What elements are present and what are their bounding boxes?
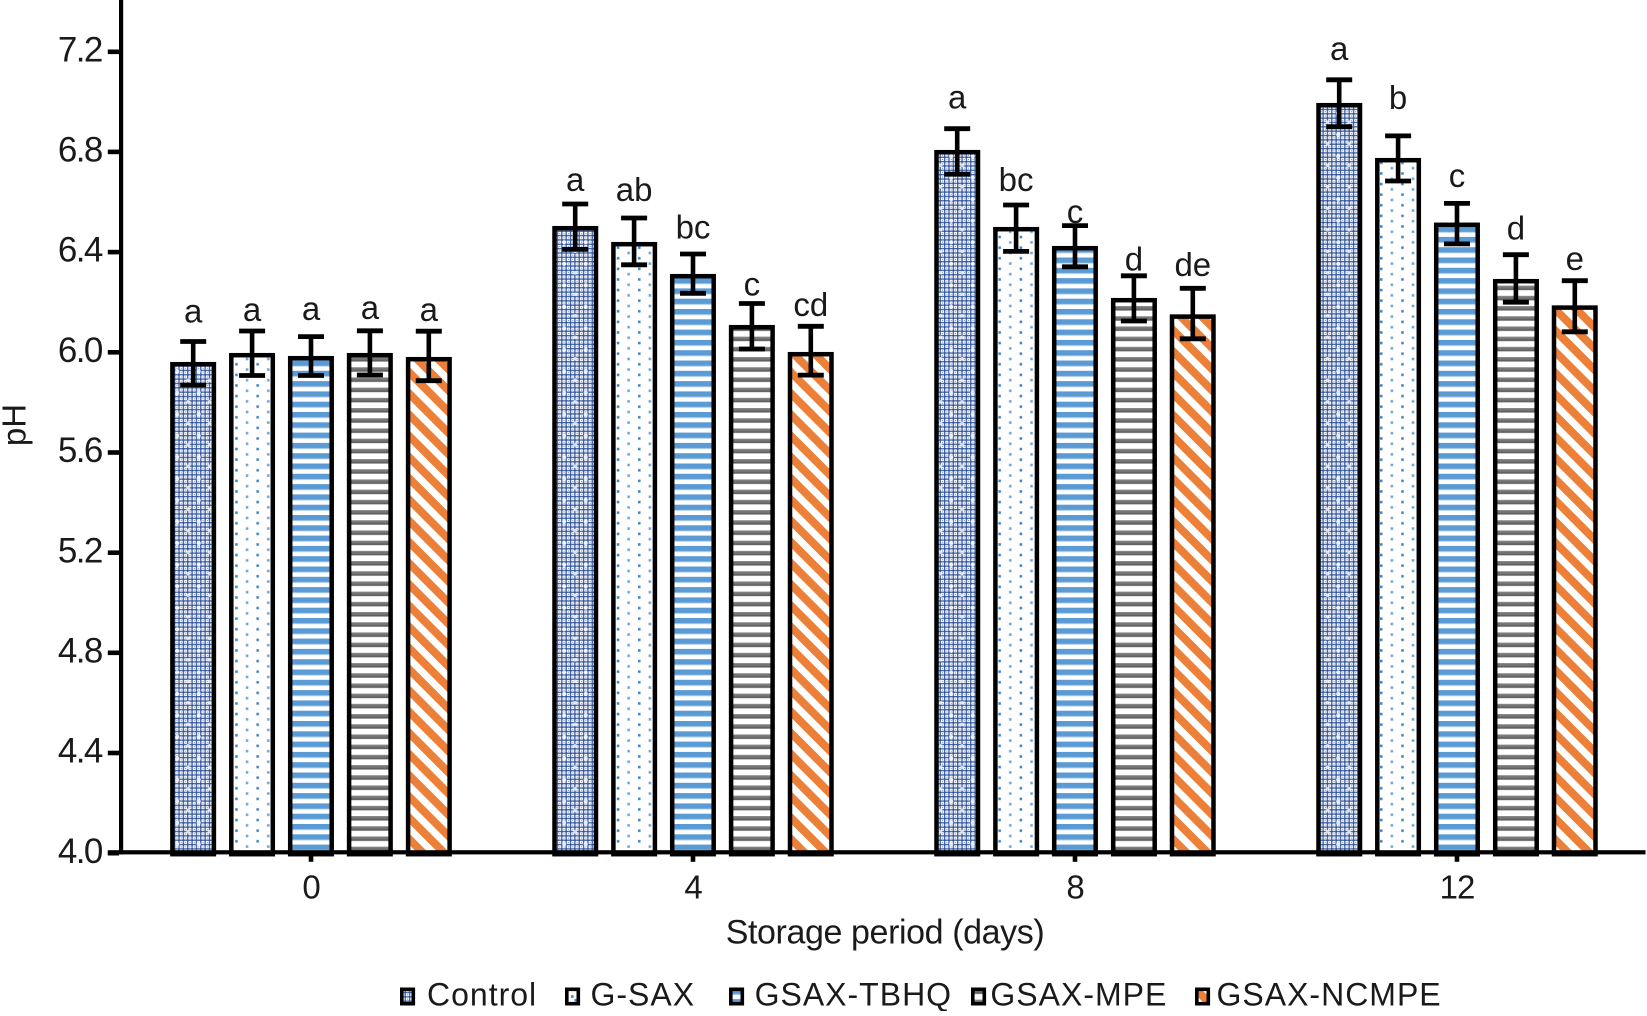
svg-text:bc: bc [676,209,711,246]
svg-text:a: a [948,79,967,116]
svg-text:5.6: 5.6 [58,431,102,470]
svg-text:G-SAX: G-SAX [591,977,696,1012]
svg-text:d: d [1507,209,1525,246]
svg-text:e: e [1566,240,1584,277]
svg-text:pH: pH [0,404,33,446]
svg-text:Control: Control [427,977,537,1012]
svg-text:bc: bc [999,161,1034,198]
svg-text:cd: cd [793,286,828,323]
svg-text:GSAX-NCMPE: GSAX-NCMPE [1217,977,1442,1012]
svg-text:c: c [1449,157,1466,194]
svg-text:a: a [243,291,262,328]
svg-text:c: c [744,266,761,303]
svg-text:c: c [1067,193,1084,230]
svg-text:a: a [302,290,321,327]
svg-text:4.8: 4.8 [58,631,102,670]
svg-text:Storage period (days): Storage period (days) [726,914,1045,952]
svg-text:GSAX-TBHQ: GSAX-TBHQ [755,977,952,1012]
svg-text:0: 0 [302,869,320,906]
svg-text:6.0: 6.0 [58,331,103,370]
svg-text:5.2: 5.2 [58,531,102,570]
svg-text:4.4: 4.4 [58,732,103,771]
svg-text:a: a [420,291,439,328]
svg-text:4.0: 4.0 [58,832,103,871]
svg-text:GSAX-MPE: GSAX-MPE [990,977,1167,1012]
svg-text:d: d [1125,241,1143,278]
svg-text:b: b [1389,79,1407,116]
svg-text:4: 4 [684,869,702,906]
svg-text:a: a [1330,30,1349,67]
svg-text:7.2: 7.2 [58,30,102,69]
svg-text:12: 12 [1440,869,1475,906]
svg-text:de: de [1174,246,1211,283]
svg-text:ab: ab [616,171,653,208]
svg-text:6.8: 6.8 [58,131,102,170]
svg-text:6.4: 6.4 [58,231,103,270]
svg-text:a: a [566,161,585,198]
svg-text:a: a [184,292,203,329]
svg-text:a: a [361,289,380,326]
svg-text:8: 8 [1066,869,1083,906]
